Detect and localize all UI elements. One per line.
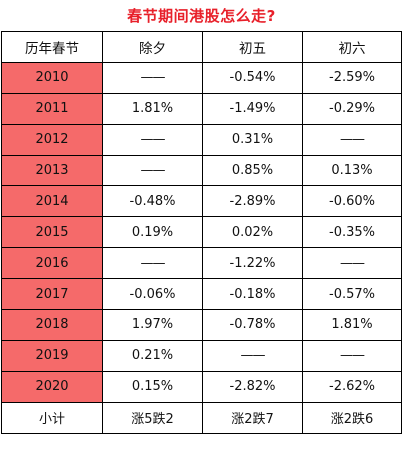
table-row: 2010 —— -0.54% -2.59% — [1, 61, 402, 94]
chuliu-cell: -0.29% — [302, 92, 402, 125]
table-title: 春节期间港股怎么走? — [127, 7, 276, 25]
chuwu-cell: 0.31% — [202, 123, 303, 156]
chuwu-cell: -0.78% — [202, 309, 303, 341]
year-cell: 2016 — [1, 247, 103, 280]
table-row: 2011 1.81% -1.49% -0.29% — [1, 92, 402, 125]
hk-stock-spring-festival-table: 历年春节 除夕 初五 初六 2010 —— -0.54% -2.59% 2011… — [1, 31, 402, 434]
chuliu-cell: 0.13% — [302, 154, 402, 187]
chuliu-cell: —— — [302, 339, 402, 372]
chuxi-cell: —— — [102, 123, 203, 156]
subtotal-chuwu: 涨2跌7 — [202, 401, 303, 434]
header-chuxi: 除夕 — [102, 31, 203, 63]
chuwu-cell: 0.02% — [202, 216, 303, 249]
chuliu-cell: 1.81% — [302, 309, 402, 341]
table-row: 2019 0.21% —— —— — [1, 339, 402, 372]
header-row: 历年春节 除夕 初五 初六 — [1, 31, 402, 63]
year-cell: 2010 — [1, 61, 103, 94]
chuwu-cell: -0.54% — [202, 61, 303, 94]
year-cell: 2020 — [1, 370, 103, 403]
chuxi-cell: 0.19% — [102, 216, 203, 249]
chuxi-cell: —— — [102, 61, 203, 94]
table-row: 2017 -0.06% -0.18% -0.57% — [1, 278, 402, 311]
chuliu-cell: -0.60% — [302, 185, 402, 218]
chuxi-cell: 1.81% — [102, 92, 203, 125]
table-row: 2018 1.97% -0.78% 1.81% — [1, 309, 402, 341]
header-chuwu: 初五 — [202, 31, 303, 63]
year-cell: 2011 — [1, 92, 103, 125]
subtotal-chuliu: 涨2跌6 — [302, 401, 402, 434]
chuliu-cell: -0.57% — [302, 278, 402, 311]
chuxi-cell: -0.06% — [102, 278, 203, 311]
table-row: 2014 -0.48% -2.89% -0.60% — [1, 185, 402, 218]
chuxi-cell: 0.15% — [102, 370, 203, 403]
chuxi-cell: —— — [102, 247, 203, 280]
year-cell: 2014 — [1, 185, 103, 218]
year-cell: 2017 — [1, 278, 103, 311]
table-row: 2020 0.15% -2.82% -2.62% — [1, 370, 402, 403]
year-cell: 2015 — [1, 216, 103, 249]
subtotal-label: 小计 — [1, 401, 103, 434]
chuxi-cell: —— — [102, 154, 203, 187]
chuliu-cell: —— — [302, 247, 402, 280]
chuwu-cell: -0.18% — [202, 278, 303, 311]
chuxi-cell: 1.97% — [102, 309, 203, 341]
chuliu-cell: -2.62% — [302, 370, 402, 403]
subtotal-row: 小计 涨5跌2 涨2跌7 涨2跌6 — [1, 401, 402, 434]
chuliu-cell: -2.59% — [302, 61, 402, 94]
chuwu-cell: 0.85% — [202, 154, 303, 187]
year-cell: 2019 — [1, 339, 103, 372]
header-chuliu: 初六 — [302, 31, 402, 63]
chuwu-cell: -1.22% — [202, 247, 303, 280]
chuwu-cell: -2.82% — [202, 370, 303, 403]
chuwu-cell: -2.89% — [202, 185, 303, 218]
chuliu-cell: —— — [302, 123, 402, 156]
year-cell: 2018 — [1, 309, 103, 341]
year-cell: 2012 — [1, 123, 103, 156]
table-row: 2012 —— 0.31% —— — [1, 123, 402, 156]
chuwu-cell: —— — [202, 339, 303, 372]
chuxi-cell: 0.21% — [102, 339, 203, 372]
table-row: 2013 —— 0.85% 0.13% — [1, 154, 402, 187]
year-cell: 2013 — [1, 154, 103, 187]
table-body: 2010 —— -0.54% -2.59% 2011 1.81% -1.49% … — [1, 61, 402, 403]
table-row: 2015 0.19% 0.02% -0.35% — [1, 216, 402, 249]
subtotal-chuxi: 涨5跌2 — [102, 401, 203, 434]
table-row: 2016 —— -1.22% —— — [1, 247, 402, 280]
chuxi-cell: -0.48% — [102, 185, 203, 218]
chuliu-cell: -0.35% — [302, 216, 402, 249]
chuwu-cell: -1.49% — [202, 92, 303, 125]
header-years: 历年春节 — [1, 31, 103, 63]
